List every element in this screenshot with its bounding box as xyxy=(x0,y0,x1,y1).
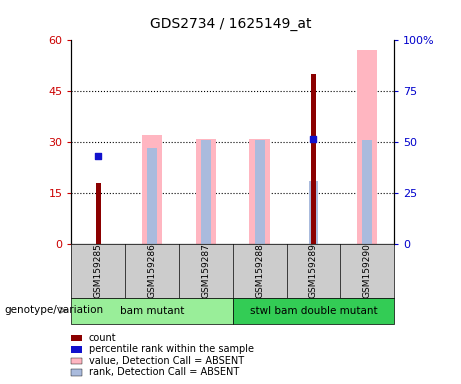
Bar xyxy=(311,74,316,244)
Text: count: count xyxy=(89,333,116,343)
Bar xyxy=(309,181,318,244)
Bar xyxy=(96,183,101,244)
FancyBboxPatch shape xyxy=(233,298,394,324)
Point xyxy=(310,136,317,142)
Bar xyxy=(201,140,211,244)
Text: genotype/variation: genotype/variation xyxy=(5,305,104,315)
Text: GSM159289: GSM159289 xyxy=(309,243,318,298)
Text: GSM159287: GSM159287 xyxy=(201,243,210,298)
Bar xyxy=(249,139,270,244)
Bar xyxy=(148,148,157,244)
Text: GSM159286: GSM159286 xyxy=(148,243,157,298)
FancyBboxPatch shape xyxy=(71,298,233,324)
Bar xyxy=(362,140,372,244)
Text: bam mutant: bam mutant xyxy=(120,306,184,316)
Text: stwl bam double mutant: stwl bam double mutant xyxy=(250,306,377,316)
Text: value, Detection Call = ABSENT: value, Detection Call = ABSENT xyxy=(89,356,243,366)
Bar xyxy=(142,135,162,244)
Text: percentile rank within the sample: percentile rank within the sample xyxy=(89,344,254,354)
Point xyxy=(95,152,102,159)
Bar xyxy=(195,139,216,244)
Bar xyxy=(357,50,378,244)
Text: GSM159290: GSM159290 xyxy=(363,243,372,298)
Text: GDS2734 / 1625149_at: GDS2734 / 1625149_at xyxy=(150,17,311,31)
Text: GSM159285: GSM159285 xyxy=(94,243,103,298)
Text: GSM159288: GSM159288 xyxy=(255,243,264,298)
Text: rank, Detection Call = ABSENT: rank, Detection Call = ABSENT xyxy=(89,367,239,377)
Bar xyxy=(255,140,265,244)
